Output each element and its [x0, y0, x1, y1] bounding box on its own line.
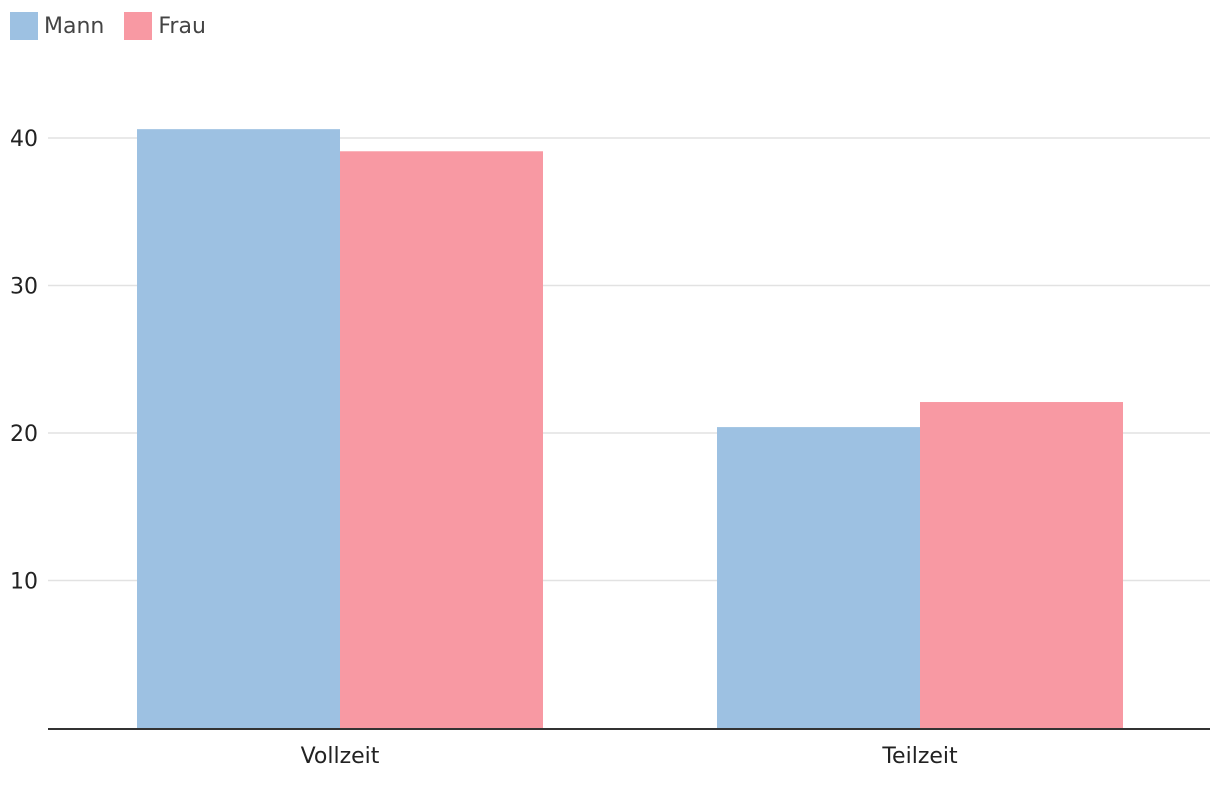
- y-tick-label: 20: [10, 422, 38, 447]
- bar-frau-teilzeit[interactable]: [920, 402, 1123, 728]
- legend: Mann Frau: [10, 12, 206, 40]
- y-tick-label: 30: [10, 275, 38, 300]
- y-tick-label: 40: [10, 127, 38, 152]
- legend-item-mann[interactable]: Mann: [10, 12, 104, 40]
- x-tick-label: Teilzeit: [881, 744, 958, 769]
- legend-item-frau[interactable]: Frau: [124, 12, 206, 40]
- legend-label-frau: Frau: [158, 13, 206, 39]
- legend-swatch-mann: [10, 12, 38, 40]
- legend-label-mann: Mann: [44, 13, 105, 39]
- bar-mann-vollzeit[interactable]: [137, 129, 340, 728]
- legend-swatch-frau: [124, 12, 153, 40]
- bar-mann-teilzeit[interactable]: [717, 427, 920, 728]
- bar-frau-vollzeit[interactable]: [340, 151, 543, 728]
- y-tick-label: 10: [10, 570, 38, 595]
- x-tick-label: Vollzeit: [301, 744, 380, 769]
